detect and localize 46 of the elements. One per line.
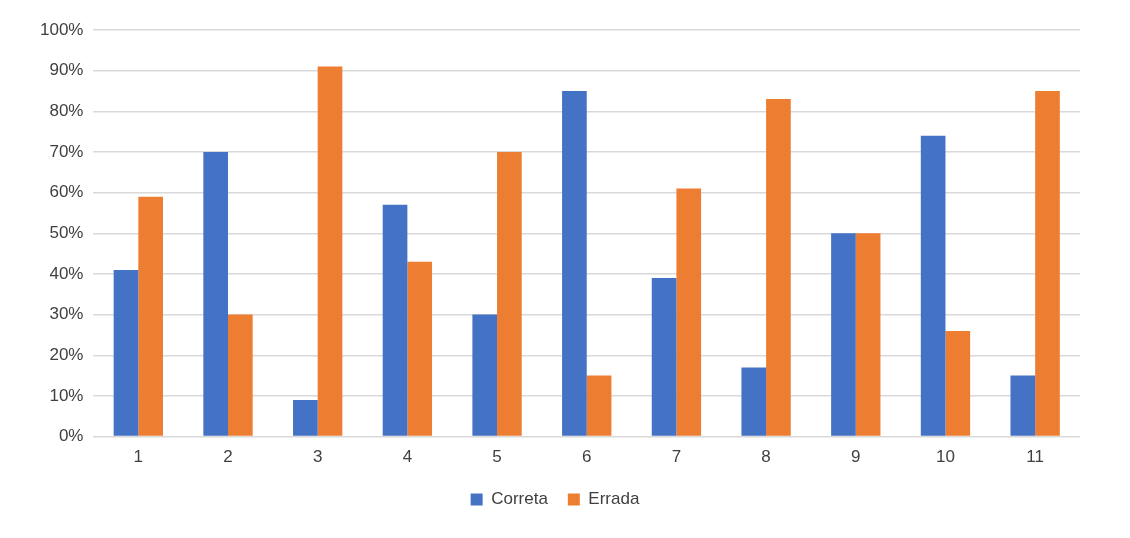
- x-tick-label: 1: [133, 447, 144, 467]
- legend-label: Correta: [491, 489, 549, 509]
- y-tick-label: 70%: [49, 141, 84, 161]
- bar: [562, 90, 587, 436]
- bar: [228, 314, 253, 436]
- bar: [293, 400, 318, 436]
- x-tick-label: 6: [582, 447, 592, 467]
- bar: [920, 135, 946, 436]
- x-tick-label: 4: [402, 447, 413, 467]
- bar: [497, 151, 522, 436]
- y-tick-label: 30%: [49, 304, 84, 324]
- y-tick-label: 60%: [49, 182, 84, 202]
- y-tick-label: 50%: [49, 222, 84, 242]
- x-tick-label: 7: [671, 447, 682, 467]
- bar: [741, 367, 767, 436]
- x-tick-label: 8: [761, 447, 771, 467]
- y-tick-label: 20%: [49, 344, 84, 364]
- bar: [855, 233, 881, 436]
- y-tick-label: 80%: [49, 101, 84, 121]
- x-tick-label: 3: [312, 447, 323, 467]
- y-tick-label: 90%: [49, 60, 84, 80]
- x-tick-label: 5: [492, 447, 502, 467]
- x-tick-label: 9: [851, 447, 861, 467]
- bar: [586, 375, 612, 436]
- legend-label: Errada: [588, 489, 640, 509]
- bar: [472, 314, 498, 436]
- bar: [945, 330, 971, 436]
- bar: [831, 233, 856, 436]
- y-tick-label: 100%: [40, 19, 84, 39]
- bar: [382, 204, 408, 436]
- x-tick-label: 2: [223, 447, 233, 467]
- bar: [317, 66, 343, 436]
- bar: [651, 278, 677, 436]
- bar: [1010, 375, 1036, 436]
- bar: [676, 188, 702, 436]
- y-tick-label: 10%: [49, 385, 84, 405]
- y-tick-label: 40%: [49, 263, 84, 283]
- bar: [766, 99, 791, 436]
- y-tick-label: 0%: [58, 426, 84, 446]
- x-tick-label: 11: [1026, 447, 1044, 467]
- bar: [1035, 90, 1060, 436]
- bar: [203, 151, 229, 436]
- bar: [113, 269, 139, 436]
- bar: [138, 196, 163, 436]
- bar: [407, 261, 433, 436]
- x-tick-label: 10: [936, 447, 955, 467]
